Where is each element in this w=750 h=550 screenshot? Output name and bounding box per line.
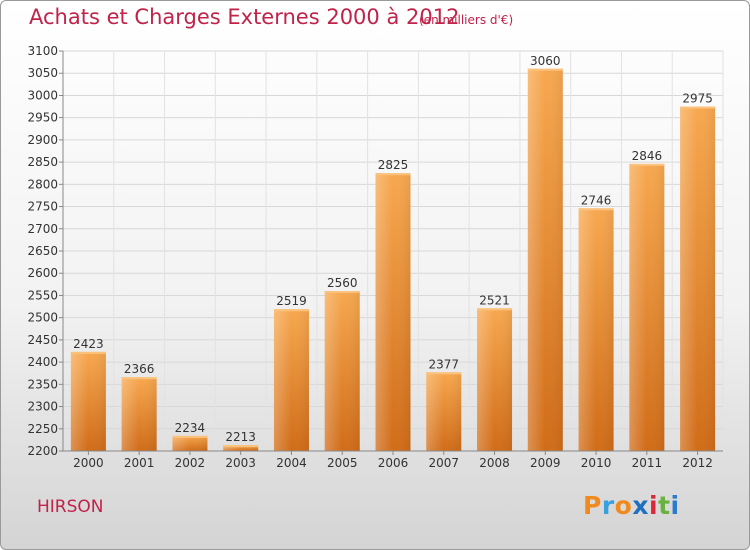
bar-shade [680, 106, 716, 452]
chart-subtitle: (en milliers d'€) [419, 13, 514, 27]
proxiti-logo: Proxiti [583, 491, 680, 520]
axes [62, 51, 723, 452]
y-tick-label: 2250 [27, 422, 58, 436]
x-tick-label: 2004 [276, 456, 307, 470]
y-tick-label: 2300 [27, 400, 58, 414]
x-tick-label: 2012 [682, 456, 713, 470]
x-tick-label: 2003 [225, 456, 256, 470]
y-tick-label: 3100 [27, 44, 58, 58]
x-tick-label: 2000 [73, 456, 104, 470]
bar-top [273, 309, 309, 312]
bar-top [426, 372, 462, 375]
logo-letter: o [614, 491, 633, 520]
x-tick-label: 2008 [479, 456, 510, 470]
data-label: 2521 [479, 293, 510, 307]
bar-top [324, 291, 360, 293]
bar-shade [527, 68, 563, 452]
x-tick-label: 2005 [327, 456, 358, 470]
bar-top [223, 445, 259, 448]
bar-top [629, 163, 665, 166]
logo-letter: P [583, 491, 602, 520]
data-label: 2825 [378, 158, 409, 172]
bar-top [121, 377, 157, 380]
y-tick-label: 2900 [27, 133, 58, 147]
data-label: 2519 [276, 294, 307, 308]
bar-top [477, 308, 513, 311]
bar-top [578, 208, 614, 211]
y-tick-label: 2700 [27, 222, 58, 236]
x-tick-label: 2010 [581, 456, 612, 470]
y-tick-label: 2450 [27, 333, 58, 347]
bar-shade [172, 435, 208, 451]
bar-top [527, 68, 563, 71]
data-label: 2234 [175, 421, 206, 435]
y-tick-label: 3050 [27, 66, 58, 80]
bar-top [680, 106, 716, 109]
data-label: 3060 [530, 54, 561, 68]
y-tick-label: 2850 [27, 155, 58, 169]
logo-letter: x [632, 491, 649, 520]
bar-shade [629, 163, 665, 451]
x-tick-label: 2002 [175, 456, 206, 470]
data-label: 2975 [682, 92, 713, 106]
y-tick-label: 2350 [27, 377, 58, 391]
y-tick-label: 2950 [27, 111, 58, 125]
data-label: 2377 [428, 357, 459, 371]
y-tick-label: 2500 [27, 311, 58, 325]
bar-shade [324, 291, 360, 451]
data-label: 2366 [124, 362, 155, 376]
bar-shade [70, 351, 106, 451]
bar-shade [375, 173, 411, 451]
data-label: 2423 [73, 337, 104, 351]
bar-top [172, 435, 208, 438]
bar-top [70, 351, 106, 354]
data-label: 2846 [632, 149, 663, 163]
logo-letter: r [601, 491, 615, 520]
location-label: HIRSON [37, 497, 104, 517]
data-label: 2213 [225, 430, 256, 444]
bar-shade [578, 208, 614, 451]
y-axis-ticks: 2200 2250 2300 2350 2400 2450 2500 2550 2600 2650… [27, 44, 63, 458]
x-axis-ticks: 2000 2001 2002 2003 2004 2005 2006 2007 2008 2009… [73, 451, 713, 470]
x-tick-label: 2006 [378, 456, 409, 470]
y-tick-label: 2650 [27, 244, 58, 258]
y-tick-label: 2800 [27, 177, 58, 191]
bar-shade [477, 308, 513, 451]
x-tick-label: 2009 [530, 456, 561, 470]
bar-shade [426, 372, 462, 451]
bar-top [375, 173, 411, 176]
chart-title: Achats et Charges Externes 2000 à 2012 [29, 5, 460, 29]
x-tick-label: 2007 [428, 456, 459, 470]
bars: 2423 2366 2234 2213 2519 2560 2825 2377 2521 3060… [70, 54, 716, 452]
bar-shade [223, 445, 259, 451]
y-tick-label: 2400 [27, 355, 58, 369]
y-tick-label: 2200 [27, 444, 58, 458]
logo-letter: t [658, 491, 671, 520]
y-tick-label: 3000 [27, 88, 58, 102]
y-tick-label: 2550 [27, 288, 58, 302]
data-label: 2560 [327, 276, 358, 290]
y-tick-label: 2600 [27, 266, 58, 280]
bar-shade [121, 377, 157, 451]
logo-letter: i [649, 491, 659, 520]
logo-letter: i [670, 491, 680, 520]
data-label: 2746 [581, 193, 612, 207]
bar-shade [273, 309, 309, 451]
x-tick-label: 2011 [632, 456, 663, 470]
y-tick-label: 2750 [27, 200, 58, 214]
x-tick-label: 2001 [124, 456, 155, 470]
